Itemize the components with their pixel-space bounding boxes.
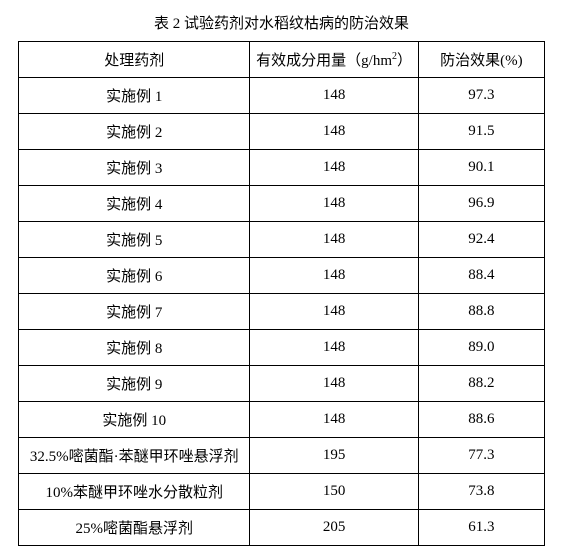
- table-row: 实施例 714888.8: [19, 294, 545, 330]
- cell-dose: 205: [250, 510, 418, 546]
- table-header-row: 处理药剂 有效成分用量（g/hm2） 防治效果(%): [19, 42, 545, 78]
- cell-effect: 89.0: [418, 330, 544, 366]
- cell-dose: 150: [250, 474, 418, 510]
- cell-effect: 96.9: [418, 186, 544, 222]
- cell-agent: 实施例 5: [19, 222, 250, 258]
- cell-effect: 88.6: [418, 402, 544, 438]
- cell-effect: 88.8: [418, 294, 544, 330]
- cell-effect: 92.4: [418, 222, 544, 258]
- cell-agent: 实施例 2: [19, 114, 250, 150]
- table-row: 实施例 1014888.6: [19, 402, 545, 438]
- table-row: 实施例 614888.4: [19, 258, 545, 294]
- cell-dose: 195: [250, 438, 418, 474]
- table-row: 实施例 814889.0: [19, 330, 545, 366]
- cell-effect: 88.2: [418, 366, 544, 402]
- col-dose: 有效成分用量（g/hm2）: [250, 42, 418, 78]
- cell-dose: 148: [250, 78, 418, 114]
- table-row: 实施例 514892.4: [19, 222, 545, 258]
- cell-dose: 148: [250, 294, 418, 330]
- table-row: 25%嘧菌酯悬浮剂20561.3: [19, 510, 545, 546]
- cell-dose: 148: [250, 366, 418, 402]
- cell-dose: 148: [250, 222, 418, 258]
- table-row: 实施例 214891.5: [19, 114, 545, 150]
- table-caption: 表 2 试验药剂对水稻纹枯病的防治效果: [18, 12, 545, 33]
- cell-agent: 实施例 6: [19, 258, 250, 294]
- cell-effect: 90.1: [418, 150, 544, 186]
- cell-dose: 148: [250, 114, 418, 150]
- table-row: 10%苯醚甲环唑水分散粒剂15073.8: [19, 474, 545, 510]
- cell-dose: 148: [250, 330, 418, 366]
- cell-effect: 77.3: [418, 438, 544, 474]
- cell-agent: 实施例 10: [19, 402, 250, 438]
- cell-agent: 10%苯醚甲环唑水分散粒剂: [19, 474, 250, 510]
- cell-dose: 148: [250, 402, 418, 438]
- cell-dose: 148: [250, 186, 418, 222]
- cell-agent: 实施例 9: [19, 366, 250, 402]
- cell-agent: 实施例 8: [19, 330, 250, 366]
- cell-agent: 实施例 4: [19, 186, 250, 222]
- col-effect: 防治效果(%): [418, 42, 544, 78]
- cell-effect: 88.4: [418, 258, 544, 294]
- cell-agent: 25%嘧菌酯悬浮剂: [19, 510, 250, 546]
- col-agent: 处理药剂: [19, 42, 250, 78]
- cell-agent: 实施例 1: [19, 78, 250, 114]
- table-row: 实施例 414896.9: [19, 186, 545, 222]
- table-row: 实施例 114897.3: [19, 78, 545, 114]
- cell-effect: 91.5: [418, 114, 544, 150]
- cell-dose: 148: [250, 150, 418, 186]
- cell-dose: 148: [250, 258, 418, 294]
- cell-effect: 61.3: [418, 510, 544, 546]
- table-row: 32.5%嘧菌酯·苯醚甲环唑悬浮剂19577.3: [19, 438, 545, 474]
- cell-agent: 实施例 7: [19, 294, 250, 330]
- cell-effect: 97.3: [418, 78, 544, 114]
- efficacy-table: 处理药剂 有效成分用量（g/hm2） 防治效果(%) 实施例 114897.3实…: [18, 41, 545, 546]
- cell-agent: 32.5%嘧菌酯·苯醚甲环唑悬浮剂: [19, 438, 250, 474]
- cell-effect: 73.8: [418, 474, 544, 510]
- cell-agent: 实施例 3: [19, 150, 250, 186]
- table-row: 实施例 914888.2: [19, 366, 545, 402]
- table-row: 实施例 314890.1: [19, 150, 545, 186]
